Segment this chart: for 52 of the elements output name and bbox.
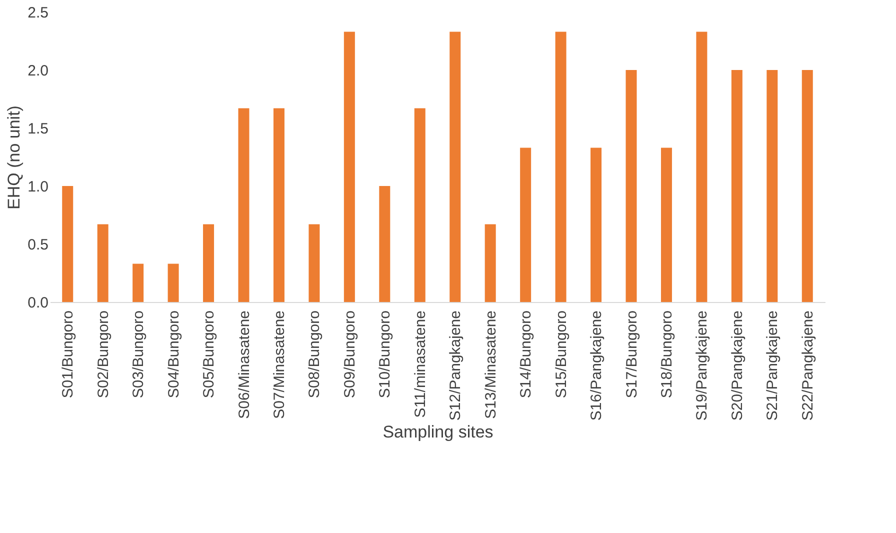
x-tick-label: S15/Bungoro [552, 310, 570, 398]
x-tick-label: S20/Pangkajene [728, 310, 746, 421]
x-tick-label: S03/Bungoro [130, 310, 148, 398]
bar [731, 70, 742, 302]
x-tick-label: S06/Minasatene [236, 310, 253, 419]
x-tick-label: S13/Minasatene [482, 310, 500, 419]
x-tick-label: S19/Pangkajene [694, 310, 711, 421]
x-tick-label: S22/Pangkajene [799, 310, 816, 421]
bar [62, 186, 74, 302]
y-tick-label: 0.5 [28, 236, 48, 254]
bar [238, 108, 250, 302]
x-tick-label: S04/Bungoro [165, 310, 182, 398]
y-axis-title: EHQ (no unit) [4, 106, 24, 210]
x-tick-label: S17/Bungoro [623, 310, 640, 398]
bar [590, 148, 602, 302]
bar [450, 32, 461, 302]
x-tick-label: S14/Bungoro [518, 310, 535, 398]
bar [626, 70, 637, 302]
y-tick-label: 2.5 [28, 4, 48, 22]
x-tick-label: S08/Bungoro [306, 310, 324, 398]
x-tick-label: S10/Bungoro [376, 310, 394, 398]
x-tick-label: S01/Bungoro [60, 310, 77, 398]
x-tick-label: S11/minasatene [412, 310, 429, 418]
x-tick-label: S12/Pangkajene [447, 310, 464, 421]
x-tick-label: S16/Pangkajene [588, 310, 606, 421]
x-tick-label: S07/Minasatene [270, 310, 288, 419]
bar [766, 70, 778, 302]
x-tick-label: S05/Bungoro [200, 310, 218, 398]
bar [344, 32, 355, 302]
bar [660, 148, 672, 302]
x-tick-label: S21/Pangkajene [764, 310, 782, 421]
bar [696, 32, 708, 302]
bar [203, 224, 214, 302]
x-tick-label: S09/Bungoro [341, 310, 358, 398]
y-tick-label: 1.5 [28, 120, 48, 138]
x-tick-label: S18/Bungoro [658, 310, 676, 398]
x-tick-label: S02/Bungoro [94, 310, 112, 398]
bar [97, 224, 108, 302]
bar [484, 224, 496, 302]
bar [168, 264, 179, 302]
bar [414, 108, 426, 302]
y-tick-label: 0.0 [28, 294, 48, 312]
bar [132, 264, 144, 302]
y-tick-label: 2.0 [28, 62, 48, 80]
bar [308, 224, 320, 302]
bar [379, 186, 390, 302]
bar [273, 108, 284, 302]
y-tick-label: 1.0 [28, 178, 48, 196]
bar [520, 148, 532, 302]
bar [802, 70, 813, 302]
bar [555, 32, 566, 302]
x-axis-title: Sampling sites [382, 422, 494, 442]
